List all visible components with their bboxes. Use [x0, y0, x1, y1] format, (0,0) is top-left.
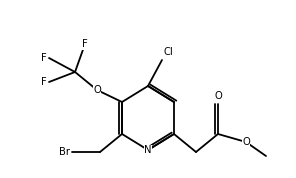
Text: O: O	[214, 91, 222, 101]
Text: N: N	[144, 145, 152, 155]
Text: Br: Br	[59, 147, 70, 157]
Text: O: O	[242, 137, 250, 147]
Text: F: F	[41, 77, 47, 87]
Text: F: F	[82, 39, 88, 49]
Text: O: O	[93, 85, 101, 95]
Text: F: F	[41, 53, 47, 63]
Text: Cl: Cl	[164, 47, 174, 57]
